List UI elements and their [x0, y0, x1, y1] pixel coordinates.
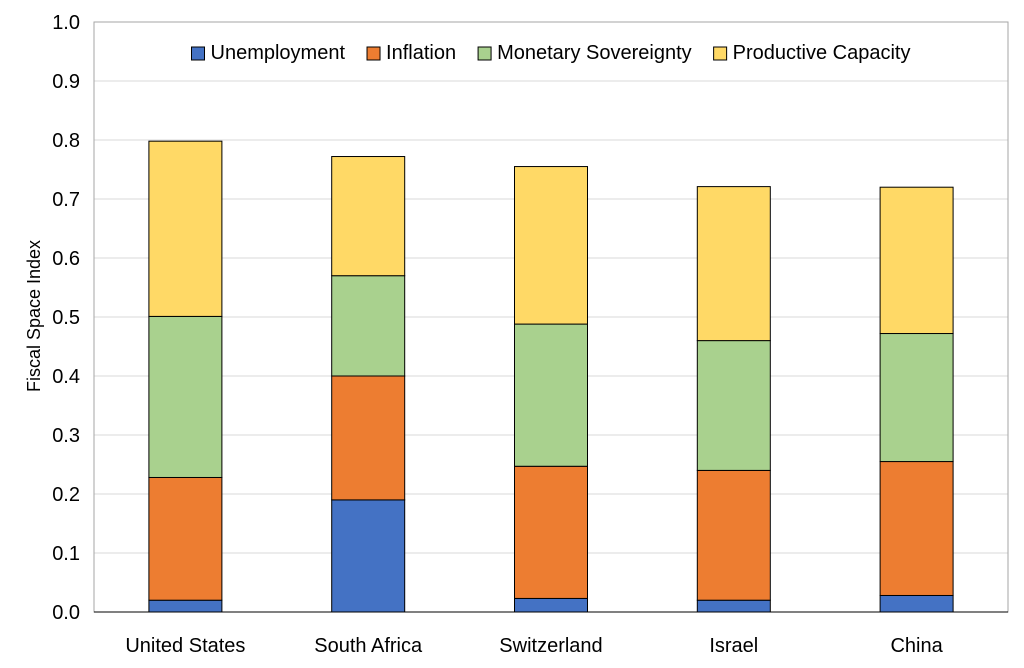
bar-segment [879, 186, 954, 335]
legend-label: Inflation [386, 42, 456, 64]
legend-label: Productive Capacity [733, 42, 911, 64]
bar-segment [148, 140, 223, 317]
legend-swatch [191, 46, 205, 61]
legend-swatch [477, 46, 492, 61]
x-tick-label: Israel [709, 635, 758, 657]
legend: Unemployment Inflation Monetary Sovereignt… [191, 42, 911, 64]
legend-item: Inflation [366, 42, 456, 64]
y-tick-label: 0.8 [52, 130, 80, 152]
bar-segment [331, 375, 406, 501]
bar-segment [331, 156, 406, 277]
bar-segment [879, 594, 954, 613]
bar-segment [148, 315, 223, 478]
legend-swatch [366, 46, 381, 61]
legend-swatch [713, 46, 728, 61]
y-axis-ticks: 0.0 0.1 0.2 0.3 0.4 0.5 0.6 0.7 0.8 0.9 1.0 [52, 12, 80, 624]
bar-segment [331, 499, 406, 613]
legend-label: Monetary Sovereignty [497, 42, 692, 64]
y-tick-label: 0.4 [52, 366, 80, 388]
bar-segment [514, 597, 588, 613]
bar-segment [514, 465, 588, 599]
x-axis-ticks: United States South Africa Switzerland Isra… [125, 635, 943, 657]
y-tick-label: 0.2 [52, 484, 80, 506]
plot-frame [93, 21, 1009, 613]
y-tick-label: 0.7 [52, 189, 80, 211]
y-tick-label: 0.9 [52, 71, 80, 93]
bar-segment [148, 599, 223, 613]
bar-segment [514, 323, 588, 467]
bar-segment [879, 333, 954, 463]
bar-segment [148, 476, 223, 601]
legend-label: Unemployment [211, 42, 346, 64]
bar-segment [879, 461, 954, 596]
bar-segment [696, 469, 771, 601]
x-tick-label: South Africa [314, 635, 423, 657]
bars [148, 140, 954, 613]
x-tick-label: China [890, 635, 943, 657]
y-tick-label: 0.6 [52, 248, 80, 270]
y-tick-label: 0.1 [52, 543, 80, 565]
bar-segment [696, 186, 771, 342]
y-tick-label: 1.0 [52, 12, 80, 34]
bar-segment [696, 340, 771, 471]
y-tick-label: 0.3 [52, 425, 80, 447]
legend-item: Unemployment [191, 42, 346, 64]
bar-segment [696, 599, 771, 613]
legend-item: Monetary Sovereignty [477, 42, 692, 64]
x-tick-label: United States [125, 635, 245, 657]
legend-item: Productive Capacity [713, 42, 911, 64]
y-tick-label: 0.0 [52, 602, 80, 624]
bar-segment [331, 275, 406, 377]
y-axis-title: Fiscal Space Index [24, 240, 44, 392]
y-tick-label: 0.5 [52, 307, 80, 329]
bar-segment [514, 166, 588, 325]
x-tick-label: Switzerland [499, 635, 602, 657]
